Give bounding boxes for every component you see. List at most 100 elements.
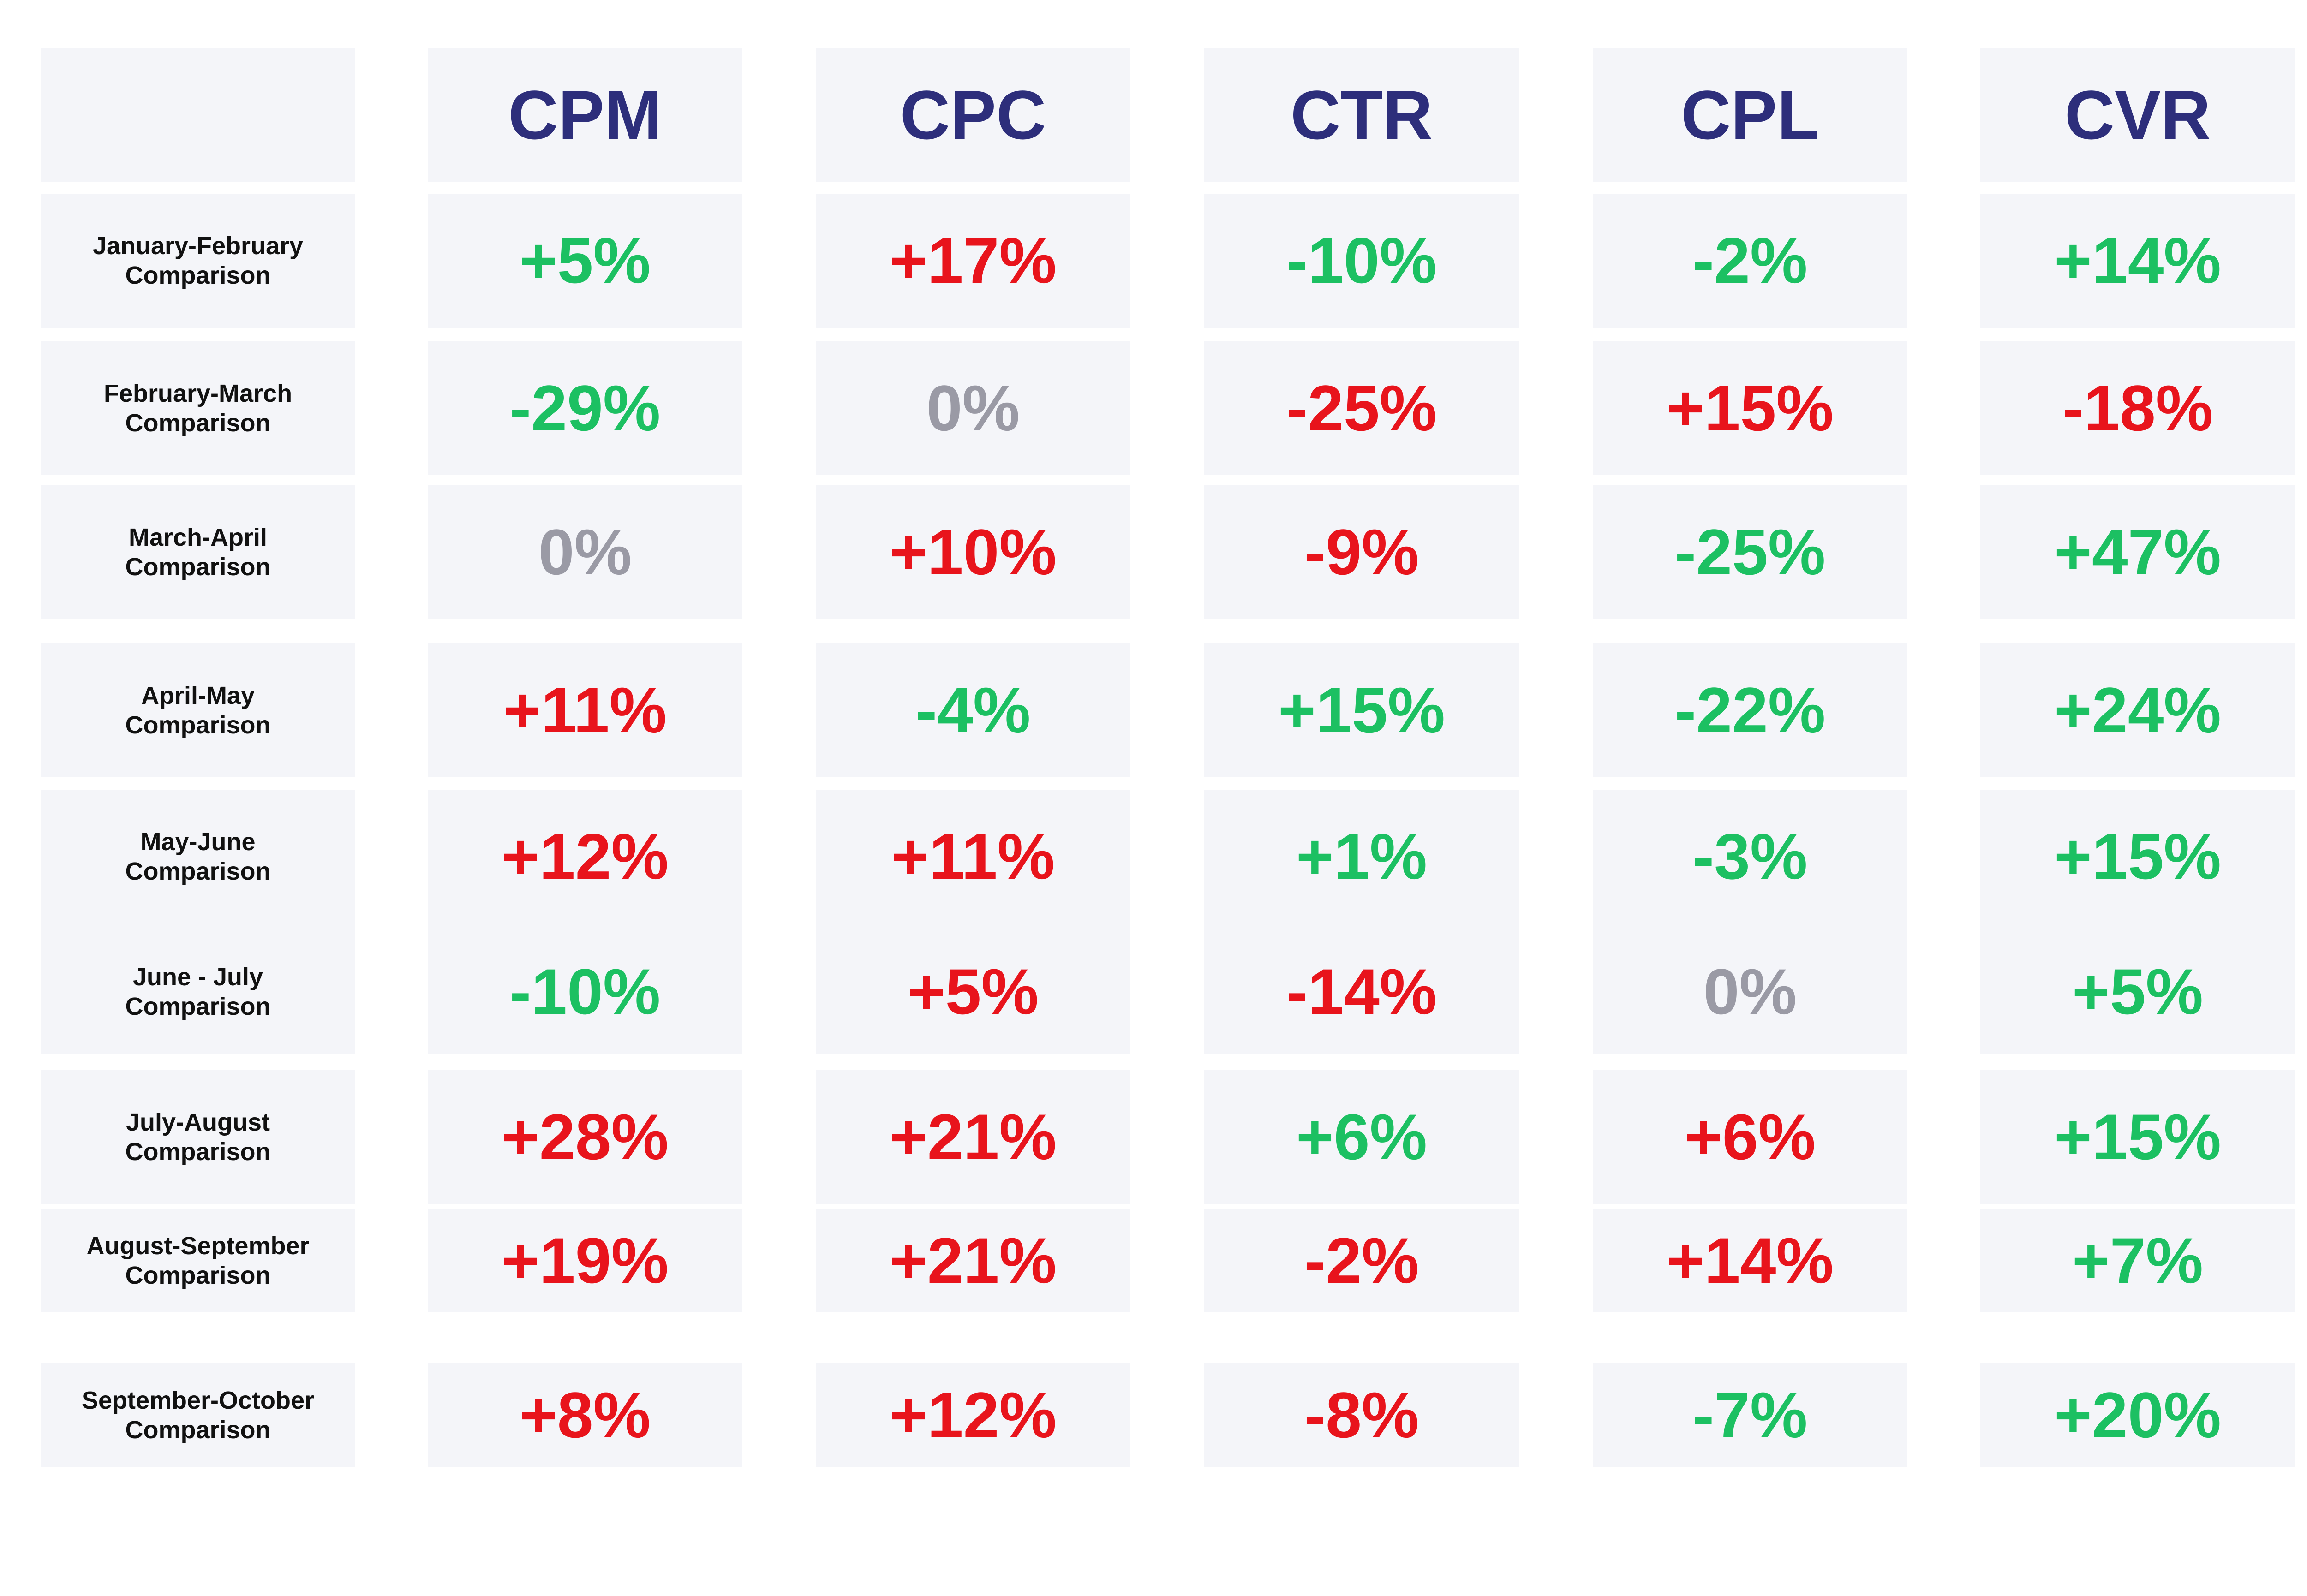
change-value: +15% [2054, 1101, 2221, 1173]
value-cell: -8% [1204, 1363, 1519, 1467]
value-cell: 0% [816, 341, 1130, 475]
change-value: +5% [907, 955, 1039, 1028]
row-label: August-September Comparison [86, 1232, 310, 1289]
header-cell-cpl: CPL [1593, 48, 1907, 182]
merged-row-filler [428, 923, 742, 929]
value-cell: -18% [1980, 341, 2295, 475]
value-cell: +5% [816, 929, 1130, 1054]
row-label: June - July Comparison [125, 963, 271, 1020]
value-cell: -29% [428, 341, 742, 475]
change-value: +17% [890, 224, 1057, 297]
change-value: +6% [1296, 1101, 1428, 1173]
change-value: -25% [1674, 516, 1826, 588]
row-label: March-April Comparison [125, 524, 271, 581]
header-cell-ctr: CTR [1204, 48, 1519, 182]
value-cell: +5% [428, 194, 742, 328]
change-value: -8% [1304, 1378, 1419, 1451]
value-cell: -25% [1204, 341, 1519, 475]
change-value: +21% [890, 1101, 1057, 1173]
change-value: +28% [502, 1101, 669, 1173]
value-cell: +14% [1593, 1209, 1907, 1312]
change-value: +11% [503, 674, 667, 746]
value-cell: +11% [816, 790, 1130, 923]
change-value: +1% [1296, 820, 1428, 893]
corner-cell [41, 48, 355, 182]
value-cell: +47% [1980, 485, 2295, 619]
header-cell-cpc: CPC [816, 48, 1130, 182]
value-cell: +12% [428, 790, 742, 923]
value-cell: +12% [816, 1363, 1130, 1467]
change-value: -9% [1304, 516, 1419, 588]
row-label-cell: July-August Comparison [41, 1070, 355, 1204]
value-cell: +8% [428, 1363, 742, 1467]
value-cell: +17% [816, 194, 1130, 328]
row-label-cell: May-June Comparison [41, 790, 355, 923]
change-value: +24% [2054, 674, 2221, 746]
value-cell: -9% [1204, 485, 1519, 619]
row-label: February-March Comparison [103, 380, 293, 437]
change-value: +7% [2072, 1224, 2204, 1297]
change-value: -14% [1286, 955, 1437, 1028]
row-label-cell: February-March Comparison [41, 341, 355, 475]
row-label: January-February Comparison [92, 232, 304, 289]
value-cell: +7% [1980, 1209, 2295, 1312]
value-cell: +6% [1593, 1070, 1907, 1204]
value-cell: -3% [1593, 790, 1907, 923]
value-cell: +11% [428, 643, 742, 777]
value-cell: -7% [1593, 1363, 1907, 1467]
change-value: +15% [1278, 674, 1445, 746]
change-value: +15% [1667, 372, 1834, 444]
change-value: +5% [2072, 955, 2204, 1028]
value-cell: -22% [1593, 643, 1907, 777]
change-value: +5% [519, 224, 651, 297]
value-cell: +6% [1204, 1070, 1519, 1204]
value-cell: +21% [816, 1209, 1130, 1312]
change-value: -18% [2062, 372, 2213, 444]
column-header: CVR [2064, 76, 2211, 154]
value-cell: +10% [816, 485, 1130, 619]
row-label: July-August Comparison [125, 1108, 271, 1166]
row-label: September-October Comparison [81, 1386, 315, 1444]
value-cell: +21% [816, 1070, 1130, 1204]
change-value: -3% [1692, 820, 1808, 893]
change-value: +12% [890, 1378, 1057, 1451]
value-cell: 0% [428, 485, 742, 619]
value-cell: +28% [428, 1070, 742, 1204]
merged-row-filler [1204, 923, 1519, 929]
change-value: 0% [1703, 955, 1797, 1028]
row-label-cell: September-October Comparison [41, 1363, 355, 1467]
row-label-cell: August-September Comparison [41, 1209, 355, 1312]
change-value: +6% [1684, 1101, 1816, 1173]
change-value: +47% [2054, 516, 2221, 588]
merged-row-filler [816, 923, 1130, 929]
change-value: 0% [538, 516, 632, 588]
change-value: -4% [915, 674, 1031, 746]
change-value: +19% [502, 1224, 669, 1297]
header-cell-cpm: CPM [428, 48, 742, 182]
row-label: April-May Comparison [125, 682, 271, 739]
change-value: +21% [890, 1224, 1057, 1297]
row-label: May-June Comparison [125, 828, 271, 885]
value-cell: -4% [816, 643, 1130, 777]
change-value: +10% [890, 516, 1057, 588]
merged-row-filler [41, 923, 355, 929]
header-cell-cvr: CVR [1980, 48, 2295, 182]
value-cell: +5% [1980, 929, 2295, 1054]
column-header: CPL [1681, 76, 1819, 154]
change-value: +8% [519, 1378, 651, 1451]
value-cell: 0% [1593, 929, 1907, 1054]
value-cell: +15% [1980, 1070, 2295, 1204]
change-value: 0% [926, 372, 1020, 444]
change-value: +15% [2054, 820, 2221, 893]
merged-row-filler [1980, 923, 2295, 929]
change-value: -10% [1286, 224, 1437, 297]
row-label-cell: March-April Comparison [41, 485, 355, 619]
value-cell: +19% [428, 1209, 742, 1312]
change-value: -2% [1304, 1224, 1419, 1297]
change-value: -2% [1692, 224, 1808, 297]
change-value: -7% [1692, 1378, 1808, 1451]
value-cell: -2% [1593, 194, 1907, 328]
value-cell: +15% [1593, 341, 1907, 475]
change-value: -10% [509, 955, 661, 1028]
